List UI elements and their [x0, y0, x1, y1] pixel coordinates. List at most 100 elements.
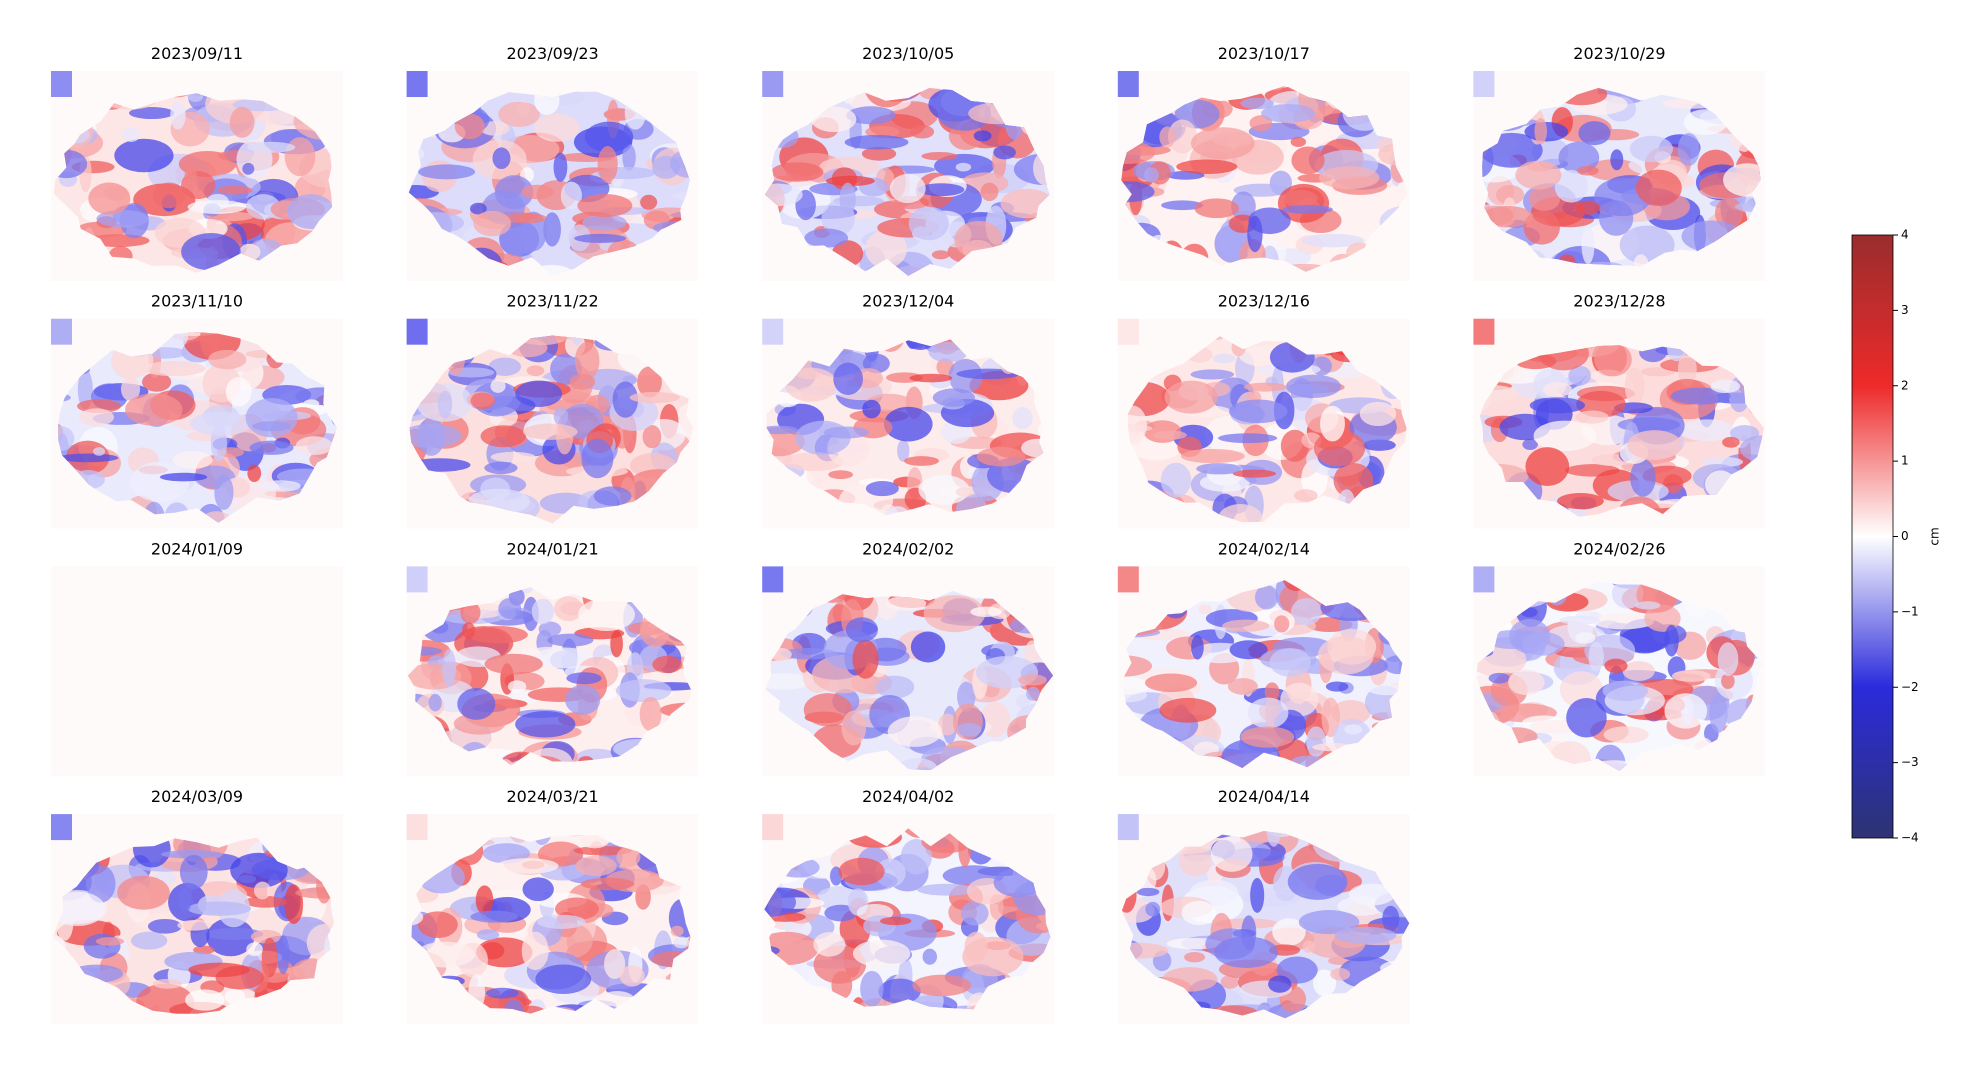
map-patch [1542, 382, 1573, 397]
map-patch [908, 206, 949, 241]
map-patch [303, 399, 320, 408]
panel-title: 2024/03/21 [506, 787, 598, 806]
map-patch [931, 250, 950, 260]
map-patch [1127, 405, 1147, 445]
map-patch [1331, 700, 1371, 725]
map-patch [1325, 681, 1349, 692]
map-patch [833, 362, 863, 395]
map-patch [533, 647, 594, 669]
map-patch [521, 184, 554, 200]
map-patch [875, 675, 915, 699]
map-patch [1624, 367, 1645, 406]
map-patch [1622, 661, 1655, 681]
map-patch [58, 425, 75, 452]
map-patch [1267, 1003, 1316, 1019]
map-patch [604, 949, 626, 979]
map-patch [130, 461, 190, 502]
map-patch [597, 146, 618, 183]
map-patch [860, 970, 884, 1007]
map-patch [142, 372, 172, 392]
map-patch [1575, 632, 1596, 644]
corner-patch [762, 566, 784, 593]
map-patch [408, 185, 439, 200]
corner-patch [762, 814, 784, 841]
map-patch [1320, 405, 1345, 442]
map-patch [1603, 726, 1649, 744]
map-patch [610, 630, 623, 658]
map-patch [1145, 673, 1198, 693]
map-patch [152, 978, 182, 989]
map-patch [205, 927, 264, 940]
map-patch [1194, 198, 1240, 219]
map-patch [538, 621, 562, 637]
map-patch [470, 392, 495, 410]
map-patch [917, 183, 965, 197]
map-patch [1482, 140, 1494, 178]
map-patch [1634, 601, 1661, 610]
map-patch [1678, 419, 1736, 442]
map-patch [249, 440, 294, 455]
map-patch [1592, 613, 1655, 630]
map-patch [1330, 967, 1351, 981]
map-patch [828, 470, 854, 480]
panel-title: 2024/02/26 [1573, 539, 1665, 558]
map-patch [537, 841, 584, 867]
map-patch [912, 974, 972, 997]
map-patch [475, 885, 494, 915]
map-patch [476, 937, 533, 968]
panel-title: 2023/09/11 [151, 44, 243, 63]
corner-patch [51, 814, 72, 841]
map-patch [1633, 254, 1649, 267]
map-patch [803, 693, 853, 727]
map-patch [826, 175, 875, 187]
map-patch [573, 845, 632, 856]
map-patch [1261, 104, 1316, 123]
map-patch [1232, 469, 1277, 478]
map-patch [922, 948, 938, 965]
map-patch [883, 406, 933, 442]
map-patch [460, 601, 481, 624]
map-patch [482, 843, 531, 864]
colorbar-tick-label: −1 [1901, 604, 1919, 618]
map-patch [442, 648, 457, 688]
map-patch [1559, 615, 1600, 625]
map-patch [1581, 225, 1595, 265]
map-patch [771, 162, 824, 182]
map-patch [217, 185, 253, 195]
deformation-map [1473, 71, 1766, 281]
map-patch [1015, 694, 1031, 709]
map-patch [178, 887, 192, 914]
map-patch [578, 598, 635, 632]
map-patch [678, 418, 694, 438]
map-patch [673, 936, 690, 949]
map-patch [1290, 598, 1322, 626]
map-patch [555, 897, 599, 921]
map-patch [190, 411, 252, 436]
map-patch [622, 143, 636, 171]
deformation-map [406, 71, 699, 281]
map-patch [1508, 669, 1545, 696]
map-patch [537, 914, 586, 929]
map-patch [184, 164, 198, 191]
map-patch [964, 931, 988, 963]
map-patch [201, 511, 232, 523]
map-patch [1610, 149, 1624, 171]
map-patch [409, 423, 462, 449]
deformation-map [762, 318, 1055, 529]
map-patch [1604, 658, 1628, 673]
map-patch [574, 341, 600, 380]
map-patch [161, 850, 223, 859]
map-patch [284, 137, 316, 177]
map-patch [670, 925, 684, 937]
map-patch [960, 901, 989, 926]
corner-patch [406, 71, 428, 97]
map-patch [245, 194, 281, 220]
map-patch [1127, 381, 1171, 417]
map-patch [1717, 642, 1739, 677]
map-patch [1026, 686, 1041, 701]
map-patch [276, 935, 290, 975]
map-patch [1218, 503, 1263, 523]
map-patch [652, 655, 683, 674]
colorbar-tick-label: 3 [1901, 303, 1909, 317]
panel-title: 2023/12/04 [862, 292, 954, 311]
